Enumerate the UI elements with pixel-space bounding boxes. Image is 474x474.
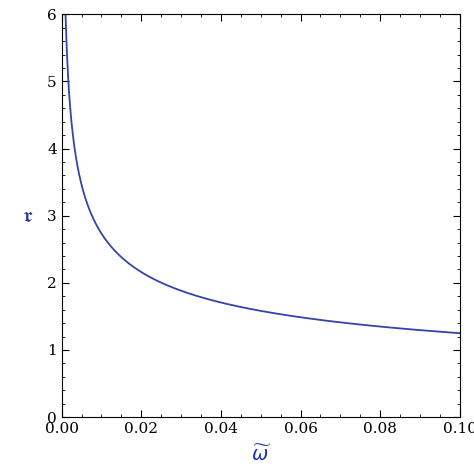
X-axis label: $\widetilde{\omega}$: $\widetilde{\omega}$: [251, 444, 271, 465]
Y-axis label: $\mathfrak{r}$: $\mathfrak{r}$: [22, 205, 33, 227]
